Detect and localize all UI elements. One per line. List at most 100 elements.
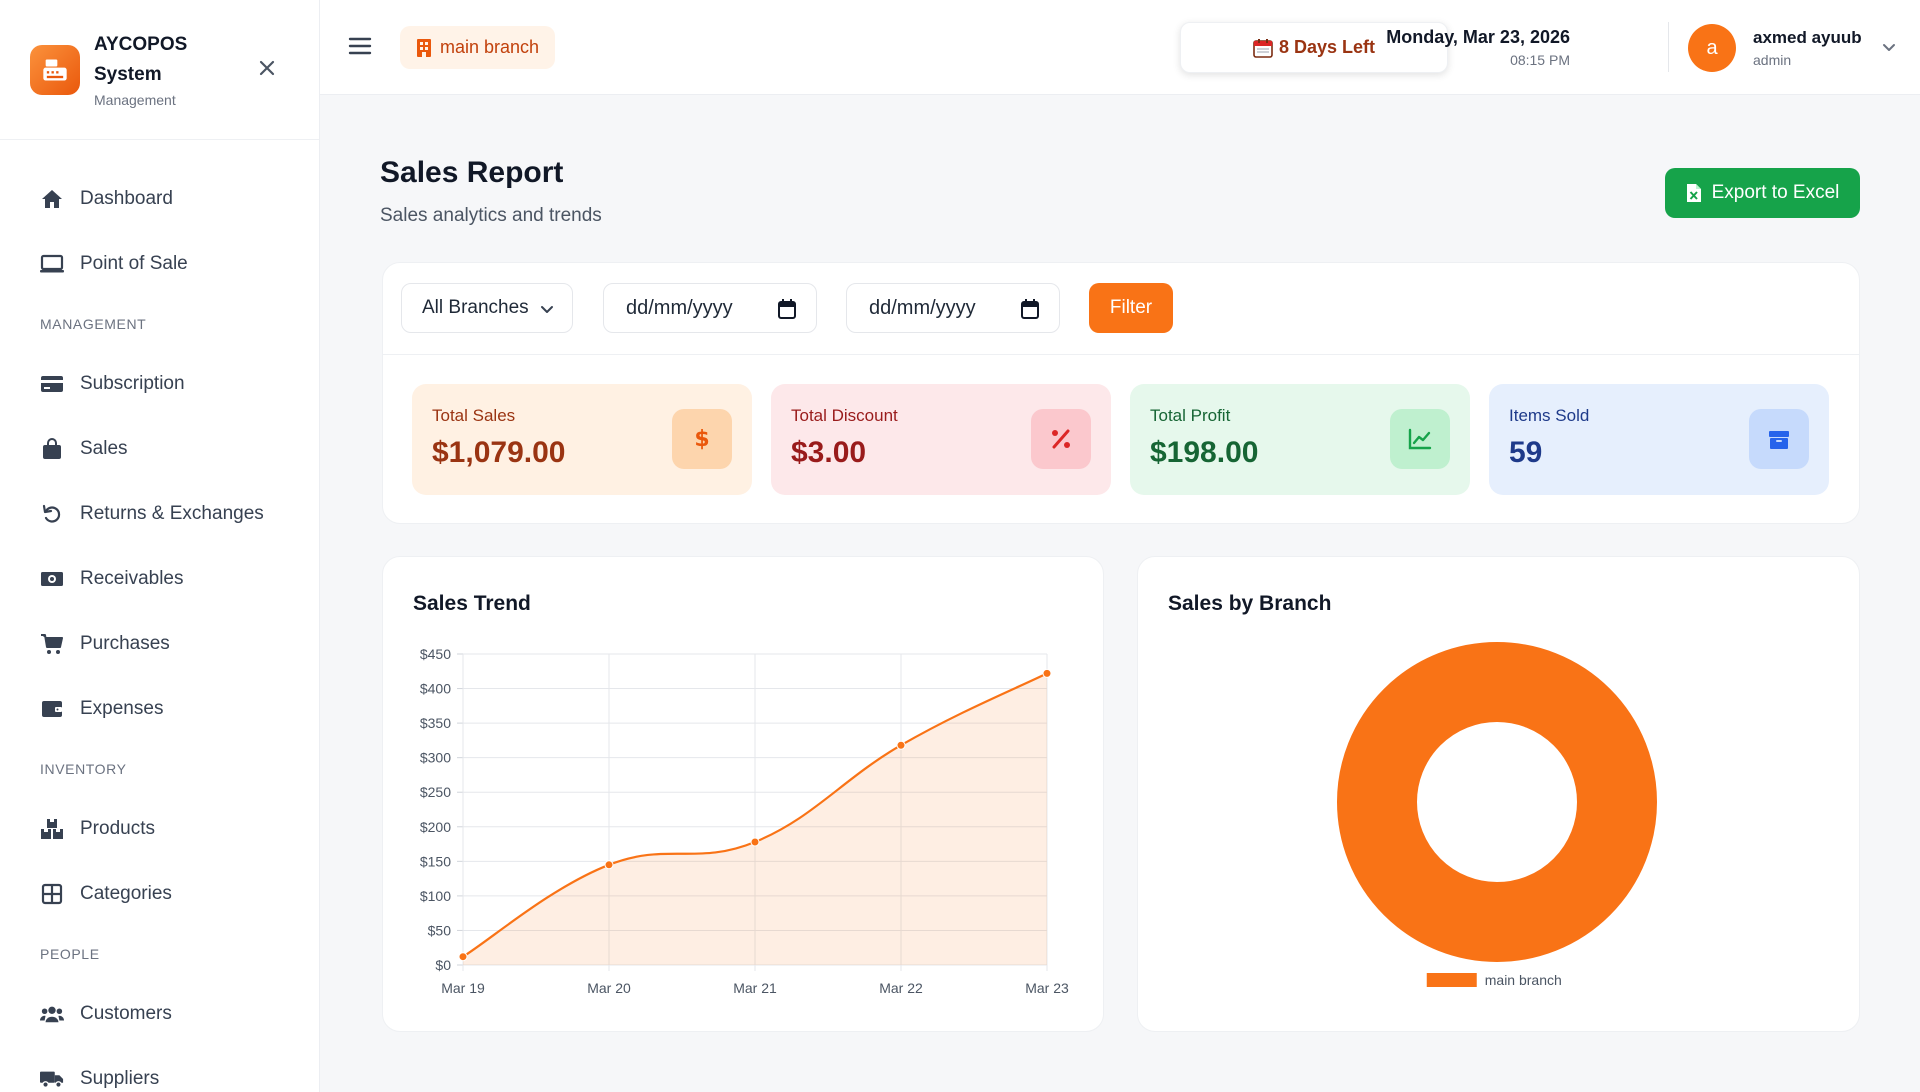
- divider: [1668, 22, 1669, 72]
- filter-button[interactable]: Filter: [1089, 283, 1173, 333]
- sidebar-item-returns-exchanges[interactable]: Returns & Exchanges: [0, 481, 319, 546]
- stat-value: $1,079.00: [432, 436, 566, 469]
- credit-card-icon: [40, 372, 64, 396]
- sidebar-nav: Dashboard Point of Sale MANAGEMENT Subsc…: [0, 140, 319, 1092]
- data-point[interactable]: [896, 740, 906, 750]
- sidebar-item-label: Point of Sale: [80, 252, 188, 274]
- page-title: Sales Report: [380, 156, 564, 189]
- sidebar-item-expenses[interactable]: Expenses: [0, 676, 319, 741]
- sidebar-item-label: Returns & Exchanges: [80, 502, 264, 524]
- nav-section-people: PEOPLE: [40, 945, 100, 962]
- sales-trend-card: Sales Trend $0 $50 $100 $150 $200 $250 $300 $35…: [382, 556, 1104, 1032]
- stat-label: Total Sales: [432, 406, 516, 425]
- cash-register-icon: [30, 45, 80, 95]
- avatar[interactable]: a: [1688, 24, 1736, 72]
- legend-label: main branch: [1485, 972, 1562, 988]
- stat-value: $198.00: [1150, 436, 1259, 469]
- y-tick-label: $150: [420, 853, 451, 869]
- grid-icon: [40, 882, 64, 906]
- data-point[interactable]: [1042, 668, 1052, 678]
- sidebar: AYCOPOS System Management Dashboard Poin…: [0, 0, 320, 1092]
- sidebar-item-customers[interactable]: Customers: [0, 981, 319, 1046]
- sidebar-item-label: Receivables: [80, 567, 184, 589]
- sales-by-branch-chart: main branch: [1337, 642, 1657, 988]
- data-point[interactable]: [604, 860, 614, 870]
- y-tick-label: $100: [420, 888, 451, 904]
- pie-slice[interactable]: [1337, 642, 1657, 962]
- boxes-icon: [40, 817, 64, 841]
- sidebar-item-label: Products: [80, 817, 155, 839]
- hamburger-menu-icon[interactable]: [348, 34, 372, 58]
- subscription-days-left[interactable]: 8 Days Left: [1180, 22, 1448, 73]
- chart-title: Sales by Branch: [1168, 592, 1332, 615]
- svg-text:$: $: [694, 427, 709, 452]
- current-time: 08:15 PM: [1510, 52, 1570, 68]
- sidebar-item-label: Dashboard: [80, 187, 173, 209]
- stat-label: Items Sold: [1509, 406, 1590, 425]
- y-tick-label: $350: [420, 715, 451, 731]
- user-name: axmed ayuub: [1753, 28, 1862, 47]
- stat-card-total-sales: Total Sales $1,079.00 $: [412, 384, 752, 495]
- box-icon: [1749, 409, 1809, 469]
- sidebar-item-products[interactable]: Products: [0, 796, 319, 861]
- export-label: Export to Excel: [1711, 182, 1840, 203]
- money-icon: [40, 567, 64, 591]
- start-date-input[interactable]: dd/mm/yyyy: [603, 283, 817, 333]
- truck-icon: [40, 1067, 64, 1091]
- branch-select[interactable]: All Branches: [401, 283, 573, 333]
- shopping-bag-icon: [40, 437, 64, 461]
- sidebar-item-label: Customers: [80, 1002, 172, 1024]
- sidebar-item-suppliers[interactable]: Suppliers: [0, 1046, 319, 1092]
- wallet-icon: [40, 697, 64, 721]
- sidebar-item-label: Categories: [80, 882, 172, 904]
- sidebar-item-dashboard[interactable]: Dashboard: [0, 166, 319, 231]
- close-sidebar-icon[interactable]: [255, 56, 279, 80]
- stat-card-total-discount: Total Discount $3.00: [771, 384, 1111, 495]
- sidebar-item-label: Purchases: [80, 632, 170, 654]
- chevron-down-icon: [541, 306, 553, 313]
- data-point[interactable]: [458, 952, 468, 962]
- x-tick-label: Mar 19: [441, 980, 485, 996]
- y-tick-label: $450: [420, 646, 451, 662]
- sidebar-item-sales[interactable]: Sales: [0, 416, 319, 481]
- excel-file-icon: [1686, 184, 1701, 202]
- brand-header: AYCOPOS System Management: [0, 0, 319, 140]
- start-date-placeholder: dd/mm/yyyy: [626, 296, 733, 319]
- x-tick-label: Mar 21: [733, 980, 777, 996]
- sidebar-item-point-of-sale[interactable]: Point of Sale: [0, 231, 319, 296]
- legend-swatch: [1426, 973, 1477, 987]
- sidebar-item-purchases[interactable]: Purchases: [0, 611, 319, 676]
- sidebar-item-categories[interactable]: Categories: [0, 861, 319, 926]
- users-icon: [40, 1002, 64, 1026]
- stat-value: $3.00: [791, 436, 867, 469]
- y-tick-label: $200: [420, 819, 451, 835]
- percent-icon: [1031, 409, 1091, 469]
- stat-label: Total Profit: [1150, 406, 1231, 425]
- export-excel-button[interactable]: Export to Excel: [1665, 168, 1860, 218]
- chart-title: Sales Trend: [413, 592, 531, 615]
- filter-row: All Branches dd/mm/yyyy dd/mm/yyyy Filte…: [383, 263, 1859, 355]
- calendar-icon[interactable]: [778, 299, 796, 319]
- sales-trend-chart: $0 $50 $100 $150 $200 $250 $300 $350 $400 $450 Mar…: [420, 646, 1069, 996]
- chevron-down-icon[interactable]: [1880, 38, 1898, 56]
- stat-label: Total Discount: [791, 406, 898, 425]
- end-date-input[interactable]: dd/mm/yyyy: [846, 283, 1060, 333]
- days-left-label: 8 Days Left: [1278, 37, 1376, 57]
- sidebar-item-label: Expenses: [80, 697, 164, 719]
- y-tick-label: $50: [428, 922, 452, 938]
- top-bar: main branch 8 Days Left Monday, Mar 23, …: [320, 0, 1920, 95]
- user-info[interactable]: axmed ayuub admin: [1753, 28, 1862, 68]
- user-role: admin: [1753, 52, 1792, 68]
- undo-icon: [40, 502, 64, 526]
- sidebar-item-subscription[interactable]: Subscription: [0, 351, 319, 416]
- filter-stats-card: All Branches dd/mm/yyyy dd/mm/yyyy Filte…: [382, 262, 1860, 524]
- stat-card-total-profit: Total Profit $198.00: [1130, 384, 1470, 495]
- sidebar-item-label: Subscription: [80, 372, 185, 394]
- sidebar-item-receivables[interactable]: Receivables: [0, 546, 319, 611]
- current-branch-badge[interactable]: main branch: [400, 26, 556, 69]
- current-datetime: Monday, Mar 23, 2026 08:15 PM: [1386, 27, 1570, 68]
- data-point[interactable]: [750, 837, 760, 847]
- x-tick-label: Mar 20: [587, 980, 631, 996]
- sidebar-item-label: Suppliers: [80, 1067, 160, 1089]
- calendar-icon[interactable]: [1021, 299, 1039, 319]
